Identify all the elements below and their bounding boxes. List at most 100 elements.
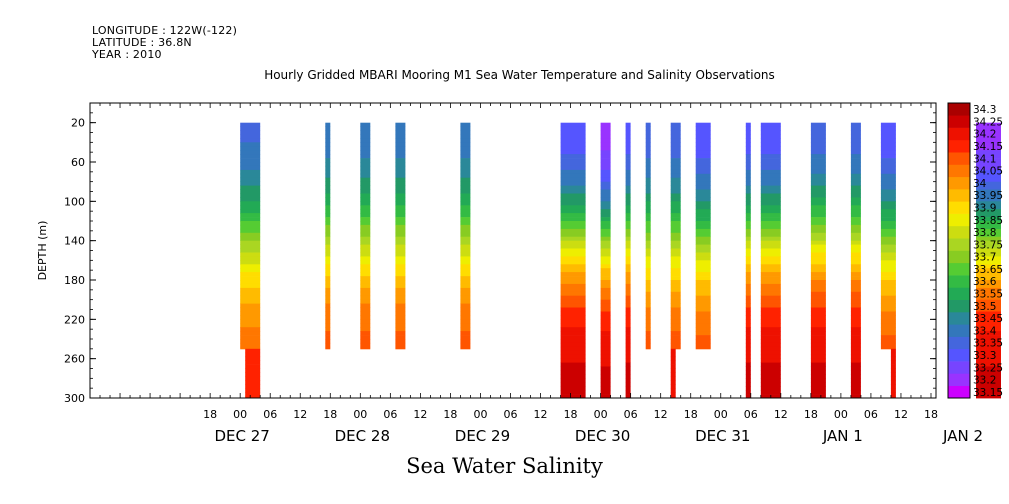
profile-cell bbox=[695, 287, 711, 293]
colorbar-swatch bbox=[948, 176, 970, 190]
profile-cell bbox=[600, 370, 611, 375]
y-tick-label: 60 bbox=[71, 156, 85, 169]
profile-cell bbox=[670, 311, 681, 316]
profile-cell bbox=[645, 276, 651, 281]
profile-cell bbox=[325, 185, 331, 190]
profile-cell bbox=[976, 331, 1001, 336]
profile-cell bbox=[850, 197, 861, 202]
profile-cell bbox=[625, 244, 631, 249]
profile-cell bbox=[625, 197, 631, 202]
profile-cell bbox=[976, 154, 1001, 159]
colorbar-label: 33.4 bbox=[973, 325, 997, 337]
profile-cell bbox=[695, 311, 711, 316]
profile-cell bbox=[560, 280, 586, 285]
profile-cell bbox=[880, 342, 896, 348]
profile-cell bbox=[695, 319, 711, 324]
profile-cell bbox=[600, 205, 611, 210]
profile-cell bbox=[625, 362, 631, 367]
profile-cell bbox=[695, 177, 711, 182]
profile-cell bbox=[625, 370, 631, 375]
profile-cell bbox=[560, 130, 586, 135]
profile-cell bbox=[850, 374, 861, 379]
profile-cell bbox=[625, 390, 631, 395]
x-minor-tick-label: 00 bbox=[714, 408, 728, 421]
profile-cell bbox=[760, 201, 781, 206]
profile-cell bbox=[625, 315, 631, 320]
profile-cell bbox=[460, 221, 471, 226]
profile-cell bbox=[360, 126, 371, 131]
profile-cell bbox=[240, 142, 261, 147]
profile-cell bbox=[880, 331, 896, 336]
profile-cell bbox=[600, 276, 611, 281]
profile-cell bbox=[560, 362, 586, 367]
profile-cell bbox=[360, 342, 371, 348]
profile-cell bbox=[760, 213, 781, 218]
profile-cell bbox=[560, 307, 586, 312]
colorbar-swatch bbox=[948, 385, 970, 399]
profile-cell bbox=[600, 307, 611, 312]
profile-cell bbox=[560, 378, 586, 383]
profile-cell bbox=[325, 291, 331, 297]
profile-cell bbox=[360, 228, 371, 234]
profile-cell bbox=[240, 264, 261, 269]
profile-cell bbox=[760, 370, 781, 375]
profile-cell bbox=[325, 138, 331, 143]
profile-cell bbox=[695, 205, 711, 210]
profile-cell bbox=[240, 134, 261, 139]
profile-cell bbox=[976, 260, 1001, 265]
profile-cell bbox=[760, 158, 781, 163]
colorbar-swatch bbox=[948, 139, 970, 153]
profile-cell bbox=[695, 185, 711, 190]
profile-cell bbox=[760, 307, 781, 312]
profile-cell bbox=[645, 252, 651, 257]
x-minor-tick-label: 12 bbox=[293, 408, 307, 421]
profile-cell bbox=[560, 236, 586, 241]
profile-cell bbox=[976, 311, 1001, 316]
plot-frame bbox=[89, 102, 937, 399]
profile-cell bbox=[745, 303, 751, 308]
profile-cell bbox=[560, 374, 586, 379]
profile-cell bbox=[240, 197, 261, 202]
profile-cell bbox=[645, 201, 651, 206]
profile-cell bbox=[760, 162, 781, 167]
y-axis-label: DEPTH (m) bbox=[36, 221, 49, 281]
profile-cell bbox=[460, 209, 471, 214]
profile-cell bbox=[560, 158, 586, 163]
profile-cell bbox=[460, 158, 471, 163]
profile-cell bbox=[760, 350, 781, 356]
profile-cell bbox=[810, 169, 826, 175]
profile-cell bbox=[760, 173, 781, 179]
profile-cell bbox=[810, 350, 826, 356]
profile-cell bbox=[745, 134, 751, 139]
profile-cell bbox=[810, 126, 826, 131]
profile-cell bbox=[625, 185, 631, 190]
colorbar-label: 33.45 bbox=[973, 313, 1003, 325]
profile-cell bbox=[460, 154, 471, 159]
profile-cell bbox=[745, 256, 751, 261]
profile-cell bbox=[695, 323, 711, 328]
profile-cell bbox=[460, 165, 471, 171]
profile-cell bbox=[240, 315, 261, 320]
profile-cell bbox=[395, 158, 406, 163]
profile-cell bbox=[810, 244, 826, 249]
profile-cell bbox=[560, 165, 586, 171]
profile-cell bbox=[460, 205, 471, 210]
profile-cell bbox=[625, 260, 631, 265]
profile-cell bbox=[695, 295, 711, 300]
x-minor-tick-label: 12 bbox=[894, 408, 908, 421]
profile-cell bbox=[695, 303, 711, 308]
profile-cell bbox=[395, 130, 406, 135]
profile-cell bbox=[645, 311, 651, 316]
colorbar-swatch bbox=[948, 127, 970, 141]
profile-cell bbox=[976, 287, 1001, 293]
profile-cell bbox=[760, 228, 781, 234]
profile-cell bbox=[645, 197, 651, 202]
profile-cell bbox=[360, 189, 371, 194]
profile-cell bbox=[360, 240, 371, 245]
profile-cell bbox=[645, 221, 651, 226]
profile-cell bbox=[325, 154, 331, 159]
profile-cell bbox=[625, 193, 631, 198]
profile-cell bbox=[850, 331, 861, 336]
colorbar-swatch bbox=[948, 213, 970, 227]
profile-cell bbox=[600, 366, 611, 371]
